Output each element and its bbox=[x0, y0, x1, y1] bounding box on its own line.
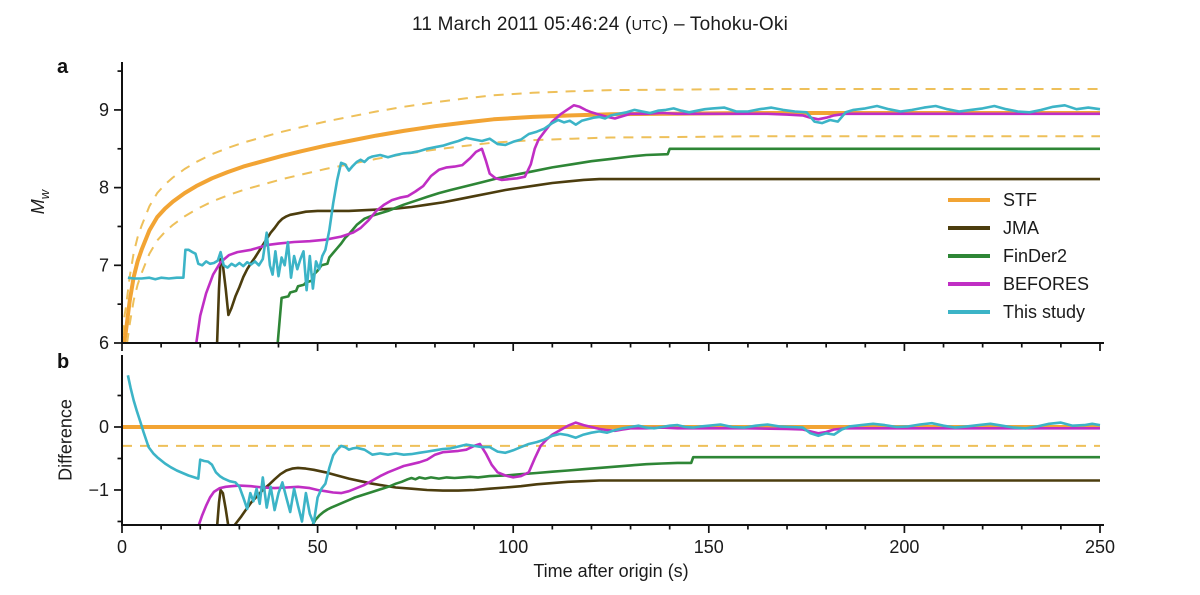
panel-a: 6 7 8 9 bbox=[99, 62, 1104, 353]
panel-b-series bbox=[122, 375, 1101, 526]
y-tick-label-a-6: 6 bbox=[99, 333, 109, 353]
legend-label-befores: BEFORES bbox=[1003, 273, 1090, 294]
x-tick-label-50: 50 bbox=[308, 537, 328, 557]
legend-item-finder2: FinDer2 bbox=[948, 242, 1089, 270]
legend-item-this-study: This study bbox=[948, 298, 1089, 326]
y-tick-label-a-8: 8 bbox=[99, 178, 109, 198]
x-tick-label-0: 0 bbox=[117, 537, 127, 557]
legend-label-this-study: This study bbox=[1003, 301, 1086, 322]
series-this-study-line-b bbox=[126, 375, 1101, 525]
legend-item-jma: JMA bbox=[948, 214, 1089, 242]
this-study-line-swatch-icon bbox=[948, 310, 990, 314]
series-jma-line-a bbox=[215, 177, 1100, 344]
legend: STF JMA FinDer2 BEFORES This study bbox=[948, 186, 1089, 326]
series-this-study-line-a bbox=[127, 104, 1101, 292]
y-tick-label-b-1: −1 bbox=[88, 480, 109, 500]
panel-a-tick-labels: 6 7 8 9 bbox=[99, 100, 109, 353]
series-finder2-line-b bbox=[310, 455, 1100, 526]
y-tick-label-a-9: 9 bbox=[99, 100, 109, 120]
jma-line-swatch-icon bbox=[948, 226, 990, 230]
panel-b-axes bbox=[121, 355, 1104, 526]
panel-b-ticks bbox=[114, 394, 1101, 533]
legend-label-finder2: FinDer2 bbox=[1003, 245, 1068, 266]
x-tick-label-100: 100 bbox=[498, 537, 528, 557]
y-axis-label-difference: Difference bbox=[55, 399, 76, 481]
panel-b-tick-labels: 0 50 100 150 200 250 0 −1 bbox=[88, 417, 1115, 557]
finder2-line-swatch-icon bbox=[948, 254, 990, 258]
panel-a-axes bbox=[121, 62, 1104, 344]
figure-title: 11 March 2011 05:46:24 (UTC) – Tohoku-Ok… bbox=[0, 14, 1200, 36]
panel-a-series bbox=[122, 88, 1101, 344]
y-axis-label-magnitude: Mw bbox=[28, 190, 52, 214]
x-tick-label-200: 200 bbox=[889, 537, 919, 557]
figure-title-suffix: ) – Tohoku-Oki bbox=[661, 14, 788, 35]
y-axis-label-magnitude-m: M bbox=[28, 199, 49, 215]
series-finder2-line-a bbox=[276, 147, 1100, 344]
y-axis-label-magnitude-w: w bbox=[36, 189, 52, 200]
series-jma-line-b bbox=[215, 466, 1100, 526]
panel-b: 0 50 100 150 200 250 0 −1 bbox=[88, 355, 1115, 557]
x-axis-label: Time after origin (s) bbox=[533, 561, 689, 581]
legend-label-jma: JMA bbox=[1003, 217, 1039, 238]
panel-a-letter: a bbox=[57, 56, 69, 78]
series-befores-line-b bbox=[197, 421, 1100, 526]
series-stf-lower-bound-line-a bbox=[126, 135, 1100, 344]
legend-label-stf: STF bbox=[1003, 189, 1037, 210]
x-tick-label-250: 250 bbox=[1085, 537, 1115, 557]
figure-title-text: 11 March 2011 05:46:24 ( bbox=[412, 14, 632, 35]
panel-b-letter: b bbox=[57, 351, 70, 373]
stf-line-swatch-icon bbox=[948, 198, 990, 202]
panel-a-ticks bbox=[114, 70, 1101, 351]
y-tick-label-a-7: 7 bbox=[99, 255, 109, 275]
x-tick-label-150: 150 bbox=[694, 537, 724, 557]
legend-item-befores: BEFORES bbox=[948, 270, 1089, 298]
befores-line-swatch-icon bbox=[948, 282, 990, 286]
figure-title-utc: UTC bbox=[631, 18, 662, 34]
series-stf-upper-bound-line-a bbox=[122, 88, 1100, 336]
series-befores-line-a bbox=[195, 104, 1100, 344]
y-tick-label-b-0: 0 bbox=[99, 417, 109, 437]
legend-item-stf: STF bbox=[948, 186, 1089, 214]
